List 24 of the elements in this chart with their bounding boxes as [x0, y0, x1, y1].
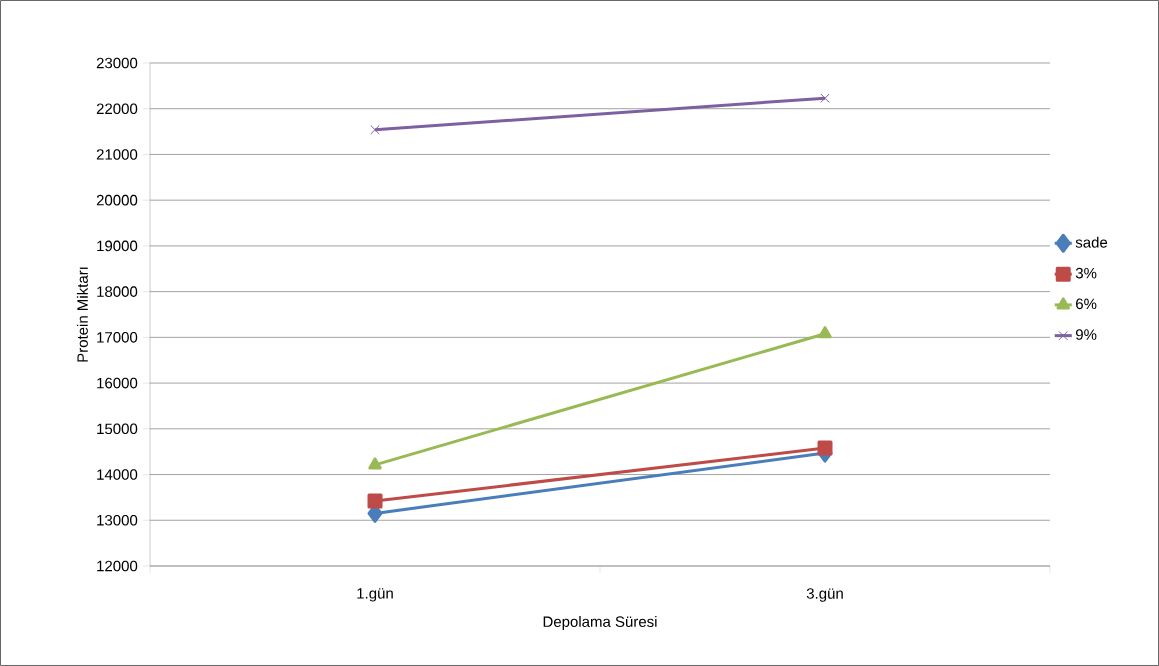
legend-label: 9% [1075, 329, 1097, 340]
y-tick-label: 17000 [97, 332, 138, 343]
y-tick-label: 19000 [97, 240, 138, 252]
y-tick-label: 14000 [97, 469, 138, 480]
y-tick-label: 15000 [97, 423, 138, 435]
point [817, 440, 833, 456]
y-tick-label: 16000 [97, 377, 138, 389]
y-tick-label: 13000 [97, 514, 138, 526]
legend-label: 3% [1075, 267, 1097, 279]
x-axis-title: Depolama Süresi [543, 615, 657, 630]
y-axis-title: Protein Miktarı [76, 267, 88, 362]
legend-label: 6% [1076, 298, 1097, 310]
point [370, 125, 380, 135]
y-tick-label: 20000 [96, 194, 138, 206]
point [820, 93, 830, 103]
x-tick-label: 3.gün [806, 588, 843, 602]
y-tick-label: 21000 [96, 149, 138, 160]
legend-label: sade [1075, 236, 1108, 248]
y-tick-label: 18000 [97, 286, 138, 297]
y-tick-label: 23000 [96, 57, 138, 69]
point [367, 493, 383, 509]
x-tick-label: 1.gün [357, 588, 393, 602]
y-tick-label: 22000 [96, 103, 138, 115]
y-tick-label: 12000 [97, 560, 138, 572]
